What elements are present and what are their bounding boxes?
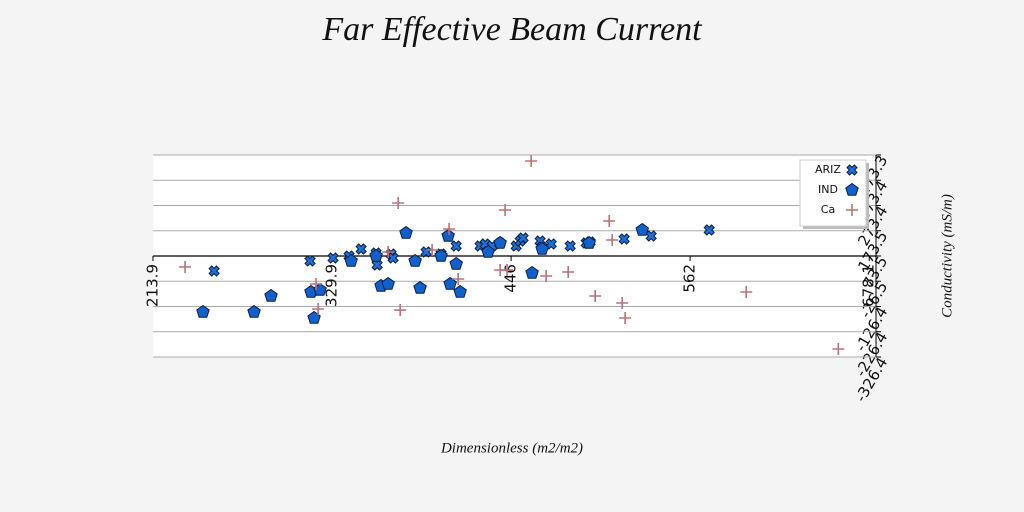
marker-pentagon <box>525 265 539 279</box>
marker-pentagon <box>381 276 395 290</box>
marker-plus <box>525 155 538 168</box>
marker-pentagon <box>449 256 463 270</box>
marker-pentagon <box>264 288 278 302</box>
series-2 <box>179 155 845 355</box>
marker-x <box>564 240 576 252</box>
marker-plus <box>426 244 439 257</box>
marker-x <box>387 252 399 264</box>
x-tick-label: 213.9 <box>144 264 162 307</box>
marker-plus <box>499 203 512 216</box>
marker-pentagon <box>247 304 261 318</box>
marker-pentagon <box>344 253 358 267</box>
marker-x <box>450 240 462 252</box>
marker-plus <box>392 196 405 209</box>
marker-x <box>846 164 858 176</box>
marker-plus <box>394 304 407 317</box>
y-axis-label: Conductivity (mS/m) <box>939 194 955 318</box>
marker-plus <box>312 303 325 316</box>
marker-plus <box>452 272 465 285</box>
marker-x <box>618 233 630 245</box>
marker-plus <box>606 233 619 246</box>
marker-pentagon <box>441 228 455 242</box>
x-axis-label: Dimensionless (m2/m2) <box>440 440 583 456</box>
x-tick-label: 329.9 <box>322 264 340 307</box>
marker-x <box>208 265 220 277</box>
marker-x <box>304 255 316 267</box>
legend-label: ARIZ <box>815 163 841 176</box>
marker-pentagon <box>413 280 427 294</box>
marker-pentagon <box>635 222 650 236</box>
x-tick-label: 678.1 <box>860 264 878 307</box>
marker-plus <box>443 223 456 236</box>
marker-x <box>355 243 367 255</box>
marker-plus <box>619 311 632 324</box>
marker-plus <box>562 266 575 279</box>
marker-plus <box>846 204 858 216</box>
marker-pentagon <box>443 276 457 290</box>
marker-plus <box>501 264 514 277</box>
marker-pentagon <box>535 241 549 255</box>
x-tick-label: 446 <box>502 264 520 293</box>
marker-pentagon <box>307 310 321 324</box>
legend-label: Ca <box>821 203 835 216</box>
marker-pentagon <box>493 235 507 249</box>
marker-pentagon <box>582 235 596 249</box>
marker-plus <box>603 215 616 228</box>
chart-title: Far Effective Beam Current <box>321 11 703 48</box>
marker-pentagon <box>399 225 413 239</box>
marker-pentagon <box>196 304 210 318</box>
marker-x <box>703 224 715 236</box>
x-tick-label: 562 <box>681 264 699 293</box>
series-1 <box>196 222 650 324</box>
marker-pentagon <box>434 248 448 262</box>
marker-plus <box>179 261 192 273</box>
marker-pentagon <box>453 284 467 298</box>
marker-plus <box>589 289 602 302</box>
marker-plus <box>540 269 553 282</box>
marker-pentagon <box>408 253 422 267</box>
marker-pentagon <box>369 248 383 262</box>
marker-plus <box>382 245 395 258</box>
marker-plus <box>740 286 753 299</box>
marker-pentagon <box>313 282 327 296</box>
marker-pentagon <box>845 182 859 196</box>
marker-plus <box>310 278 323 290</box>
marker-plus <box>832 342 845 355</box>
marker-plus <box>616 296 629 309</box>
legend-label: IND <box>818 183 838 196</box>
legend: ARIZ IND Ca <box>799 159 869 229</box>
marker-x <box>327 252 339 264</box>
marker-pentagon <box>481 244 495 258</box>
marker-x <box>517 232 529 244</box>
marker-x <box>645 230 657 242</box>
marker-x <box>371 259 383 271</box>
